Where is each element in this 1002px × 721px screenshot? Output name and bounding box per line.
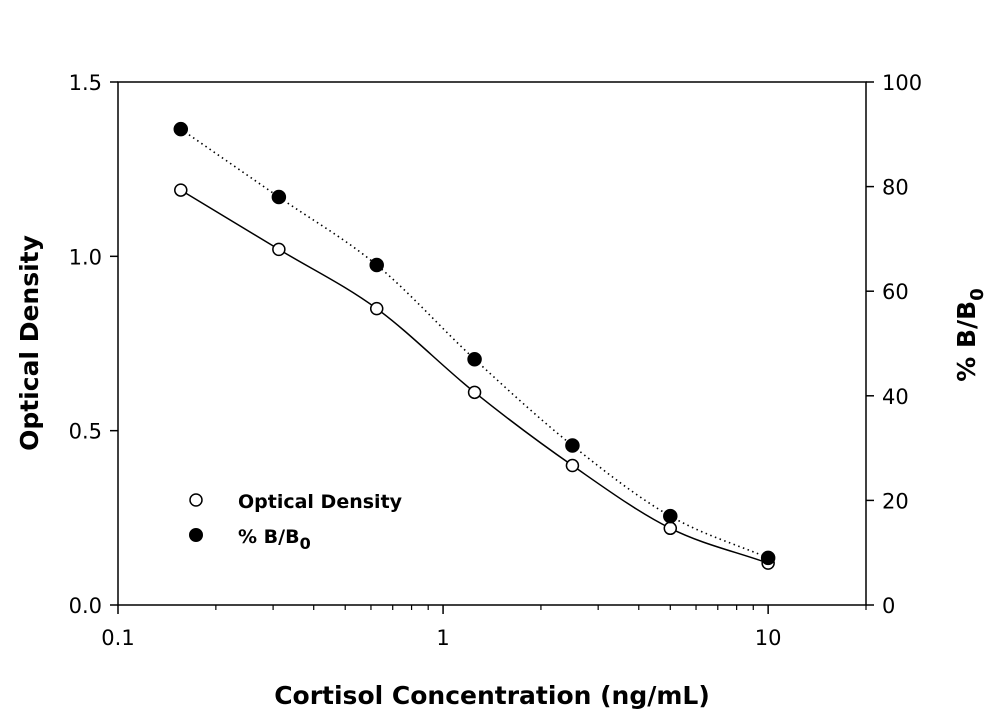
- point-optical-density: [663, 521, 678, 536]
- y-tick-label: 1.5: [69, 71, 102, 95]
- point-optical-density: [369, 301, 384, 316]
- legend-marker-optical-density: [189, 493, 203, 507]
- legend-label-percent-b-b0-sub: 0: [300, 534, 311, 553]
- y-tick-label: 0.0: [69, 594, 102, 618]
- data-points: [173, 121, 776, 570]
- legend-label-optical-density: Optical Density: [238, 491, 403, 513]
- x-axis-title: Cortisol Concentration (ng/mL): [274, 681, 710, 710]
- plot-frame: [117, 81, 867, 606]
- point-percent-b-b0: [271, 189, 287, 205]
- point-optical-density: [272, 242, 286, 257]
- point-optical-density: [174, 183, 188, 197]
- y-axis-title: Optical Density: [15, 235, 44, 451]
- point-percent-b-b0: [760, 550, 776, 566]
- y2-tick-label: 80: [882, 176, 909, 200]
- point-percent-b-b0: [467, 351, 482, 367]
- y-tick-label: 1.0: [69, 245, 102, 269]
- point-optical-density: [565, 458, 580, 473]
- y-tick-label: 0.5: [69, 420, 102, 444]
- point-percent-b-b0: [663, 508, 678, 524]
- x-tick-label: 0.1: [101, 626, 134, 650]
- x-tick-label: 1: [436, 626, 449, 650]
- x-tick-label: 10: [755, 626, 782, 650]
- point-percent-b-b0: [369, 257, 384, 273]
- legend-label-percent-b-b0-main: % B/B: [238, 526, 300, 548]
- y2-tick-label: 0: [882, 594, 895, 618]
- y2-axis-title-sub: 0: [967, 288, 988, 301]
- axis-ticks: 0.0 0.5 1.0 1.5 0 20 40 60 80 100 0.1 1 10: [69, 71, 923, 650]
- legend-marker-percent-b-b0: [189, 528, 203, 542]
- point-percent-b-b0: [173, 121, 189, 137]
- y2-tick-label: 20: [882, 489, 909, 513]
- point-optical-density: [467, 385, 482, 400]
- y2-tick-label: 100: [882, 71, 922, 95]
- y2-axis-title: % B/B0: [952, 288, 988, 382]
- legend-label-percent-b-b0: % B/B0: [238, 526, 311, 553]
- y2-tick-label: 40: [882, 385, 909, 409]
- legend: Optical Density % B/B0: [189, 491, 403, 553]
- point-percent-b-b0: [565, 438, 580, 453]
- y2-axis-title-main: % B/B: [952, 301, 981, 382]
- y2-tick-label: 60: [882, 280, 909, 304]
